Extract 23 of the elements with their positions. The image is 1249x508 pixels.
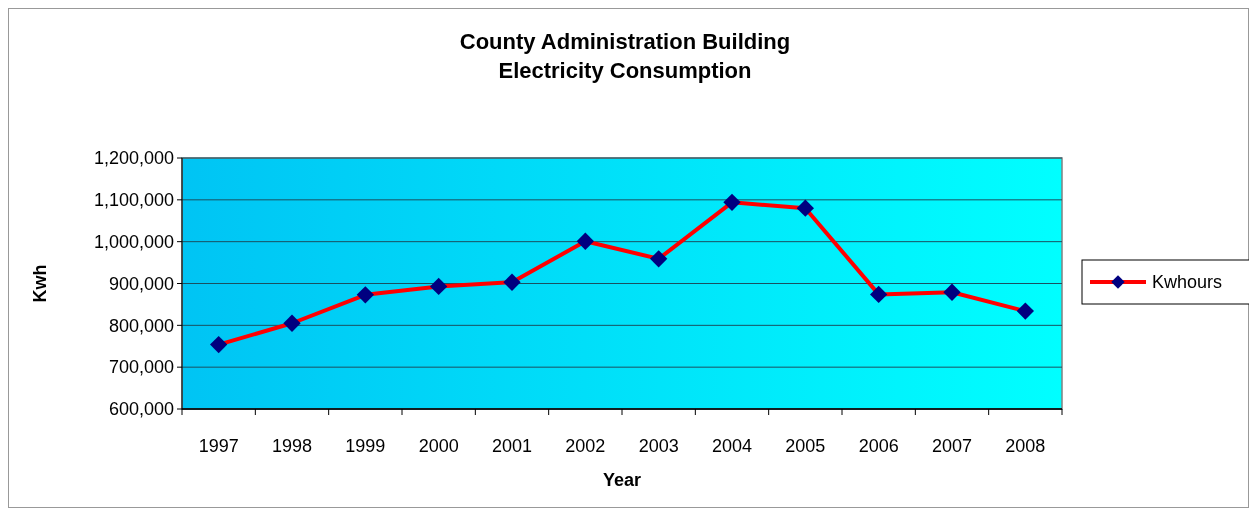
x-tick-label: 2007	[931, 436, 973, 457]
x-tick-label: 2001	[491, 436, 533, 457]
x-tick-label: 2003	[638, 436, 679, 457]
x-tick-label: 2006	[858, 436, 899, 457]
legend-label: Kwhours	[1152, 272, 1223, 293]
x-tick-label: 1999	[345, 436, 386, 457]
x-tick-label: 2008	[1005, 436, 1046, 457]
y-tick-label: 1,200,000	[93, 148, 174, 169]
x-tick-label: 1997	[198, 436, 239, 457]
x-tick-label: 2000	[418, 436, 459, 457]
x-tick-label: 1998	[271, 436, 313, 457]
chart-title: County Administration Building Electricity Consumption	[459, 29, 791, 83]
x-tick-label: 2004	[711, 436, 753, 457]
y-tick-label: 1,100,000	[93, 190, 174, 211]
y-tick-label: 700,000	[108, 357, 174, 378]
x-tick-label: 2005	[785, 436, 826, 457]
x-axis-title: Year	[602, 470, 642, 491]
y-tick-label: 600,000	[108, 399, 174, 420]
y-axis-title: Kwh	[30, 264, 51, 303]
y-tick-label: 1,000,000	[93, 231, 174, 252]
x-tick-label: 2002	[565, 436, 606, 457]
y-tick-label: 900,000	[108, 273, 174, 294]
y-tick-label: 800,000	[108, 315, 174, 336]
